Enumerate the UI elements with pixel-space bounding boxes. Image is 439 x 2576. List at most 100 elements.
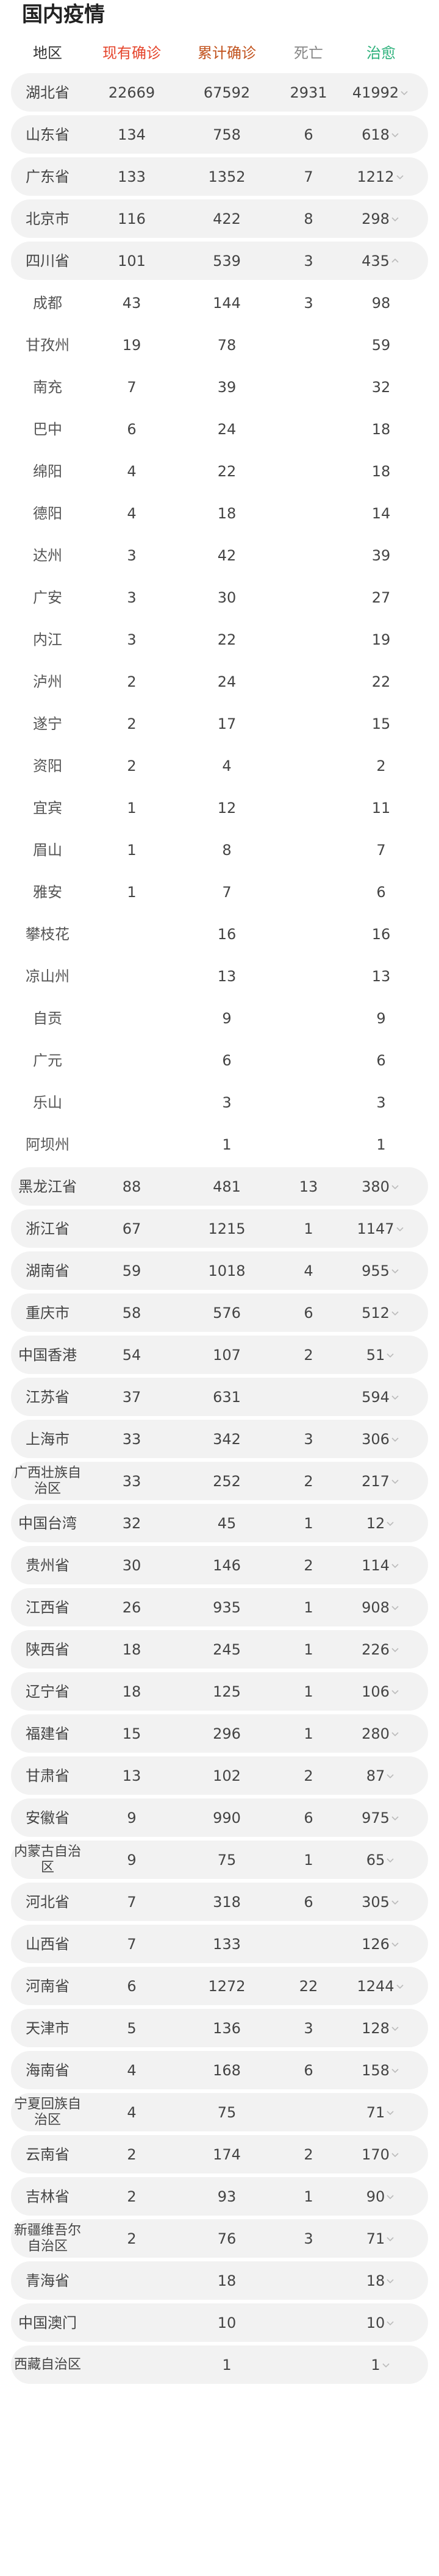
chevron-down-icon[interactable]	[390, 1645, 401, 1655]
province-row[interactable]: 浙江省 67 1215 1 1147	[11, 1209, 428, 1248]
region-name: 重庆市	[26, 1304, 70, 1322]
province-row[interactable]: 安徽省 9 990 6 975	[11, 1798, 428, 1837]
city-row: 广安 3 30 27	[11, 578, 428, 617]
cured-value: 87	[366, 1767, 385, 1784]
chevron-down-icon[interactable]	[385, 2234, 396, 2244]
cured-value: 158	[362, 2061, 390, 2079]
chevron-down-icon[interactable]	[390, 1603, 401, 1612]
cured-cell: 13	[343, 968, 419, 985]
chevron-down-icon[interactable]	[390, 1687, 401, 1697]
province-row[interactable]: 青海省 18 18	[11, 2261, 428, 2300]
province-row[interactable]: 天津市 5 136 3 128	[11, 2009, 428, 2047]
province-row[interactable]: 吉林省 2 93 1 90	[11, 2177, 428, 2216]
province-row[interactable]: 海南省 4 168 6 158	[11, 2051, 428, 2089]
cured-value: 2	[376, 757, 386, 775]
cured-cell: 594	[343, 1389, 419, 1406]
chevron-down-icon[interactable]	[385, 1519, 396, 1528]
province-row[interactable]: 山东省 134 758 6 618	[11, 115, 428, 154]
total-confirmed-value: 422	[213, 210, 241, 227]
province-row[interactable]: 中国香港 54 107 2 51	[11, 1336, 428, 1374]
province-row[interactable]: 广东省 133 1352 7 1212	[11, 157, 428, 196]
province-row[interactable]: 福建省 15 296 1 280	[11, 1714, 428, 1753]
province-row[interactable]: 甘肃省 13 102 2 87	[11, 1756, 428, 1795]
total-confirmed-value: 102	[213, 1767, 241, 1784]
chevron-down-icon[interactable]	[380, 2360, 391, 2370]
province-row[interactable]: 四川省 101 539 3 435	[11, 242, 428, 280]
province-row[interactable]: 内蒙古自治区 9 75 1 65	[11, 1841, 428, 1879]
chevron-down-icon[interactable]	[390, 1813, 401, 1823]
chevron-down-icon[interactable]	[390, 1729, 401, 1739]
province-row[interactable]: 新疆维吾尔自治区 2 76 3 71	[11, 2219, 428, 2258]
province-row[interactable]: 湖北省 22669 67592 2931 41992	[11, 73, 428, 112]
cured-value: 1147	[357, 1220, 394, 1237]
chevron-down-icon[interactable]	[390, 1939, 401, 1949]
province-row[interactable]: 中国台湾 32 45 1 12	[11, 1504, 428, 1542]
province-row[interactable]: 江苏省 37 631 594	[11, 1378, 428, 1416]
current-confirmed-value: 4	[127, 2061, 137, 2079]
province-row[interactable]: 河北省 7 318 6 305	[11, 1883, 428, 1921]
current-confirmed-value: 33	[122, 1430, 141, 1448]
total-confirmed-value: 13	[217, 967, 237, 985]
province-row[interactable]: 北京市 116 422 8 298	[11, 199, 428, 238]
province-row[interactable]: 江西省 26 935 1 908	[11, 1588, 428, 1626]
region-name: 西藏自治区	[13, 2356, 81, 2372]
cured-cell: 305	[343, 1894, 419, 1911]
chevron-down-icon[interactable]	[390, 1561, 401, 1570]
chevron-down-icon[interactable]	[390, 2023, 401, 2033]
province-row[interactable]: 重庆市 58 576 6 512	[11, 1293, 428, 1332]
deaths-value: 6	[304, 1304, 313, 1322]
chevron-down-icon[interactable]	[390, 1434, 401, 1444]
province-row[interactable]: 湖南省 59 1018 4 955	[11, 1251, 428, 1290]
chevron-down-icon[interactable]	[390, 1266, 401, 1276]
chevron-down-icon[interactable]	[385, 1855, 396, 1865]
cured-cell: 71	[343, 2104, 419, 2121]
province-row[interactable]: 上海市 33 342 3 306	[11, 1420, 428, 1458]
total-confirmed-value: 10	[217, 2314, 237, 2331]
province-row[interactable]: 广西壮族自治区 33 252 2 217	[11, 1462, 428, 1500]
chevron-down-icon[interactable]	[390, 130, 401, 140]
chevron-down-icon[interactable]	[390, 1476, 401, 1486]
chevron-down-icon[interactable]	[390, 1182, 401, 1192]
province-row[interactable]: 宁夏回族自治区 4 75 71	[11, 2093, 428, 2131]
current-confirmed-value: 26	[122, 1598, 141, 1616]
total-confirmed-value: 144	[213, 294, 241, 312]
region-name: 遂宁	[33, 715, 62, 732]
chevron-down-icon[interactable]	[394, 172, 405, 182]
chevron-down-icon[interactable]	[394, 1224, 405, 1234]
current-confirmed-value: 3	[127, 546, 137, 564]
chevron-down-icon[interactable]	[385, 2318, 396, 2328]
chevron-down-icon[interactable]	[390, 1308, 401, 1318]
cured-cell: 114	[343, 1557, 419, 1574]
province-row[interactable]: 中国澳门 10 10	[11, 2303, 428, 2342]
chevron-down-icon[interactable]	[390, 1897, 401, 1907]
chevron-down-icon[interactable]	[399, 88, 410, 98]
chevron-down-icon[interactable]	[385, 2108, 396, 2117]
chevron-up-icon[interactable]	[390, 256, 401, 266]
region-name: 自贡	[33, 1009, 62, 1027]
region-name: 资阳	[33, 757, 62, 775]
province-row[interactable]: 辽宁省 18 125 1 106	[11, 1672, 428, 1711]
total-confirmed-value: 174	[213, 2145, 241, 2163]
province-row[interactable]: 山西省 7 133 126	[11, 1925, 428, 1963]
province-row[interactable]: 云南省 2 174 2 170	[11, 2135, 428, 2174]
chevron-down-icon[interactable]	[385, 1350, 396, 1360]
province-row[interactable]: 黑龙江省 88 481 13 380	[11, 1167, 428, 1206]
current-confirmed-value: 37	[122, 1388, 141, 1406]
province-row[interactable]: 河南省 6 1272 22 1244	[11, 1967, 428, 2005]
province-row[interactable]: 贵州省 30 146 2 114	[11, 1546, 428, 1584]
chevron-down-icon[interactable]	[385, 2276, 396, 2286]
cured-value: 280	[362, 1725, 390, 1742]
province-row[interactable]: 陕西省 18 245 1 226	[11, 1630, 428, 1669]
chevron-down-icon[interactable]	[390, 2066, 401, 2075]
chevron-down-icon[interactable]	[390, 1392, 401, 1402]
chevron-down-icon[interactable]	[390, 214, 401, 224]
province-row[interactable]: 西藏自治区 1 1	[11, 2345, 428, 2384]
chevron-down-icon[interactable]	[385, 1771, 396, 1781]
region-name: 黑龙江省	[18, 1178, 77, 1195]
cured-value: 59	[371, 336, 391, 354]
chevron-down-icon[interactable]	[390, 2150, 401, 2159]
cured-value: 106	[362, 1683, 390, 1700]
chevron-down-icon[interactable]	[394, 1981, 405, 1991]
chevron-down-icon[interactable]	[385, 2192, 396, 2202]
cured-cell: 2	[343, 757, 419, 775]
